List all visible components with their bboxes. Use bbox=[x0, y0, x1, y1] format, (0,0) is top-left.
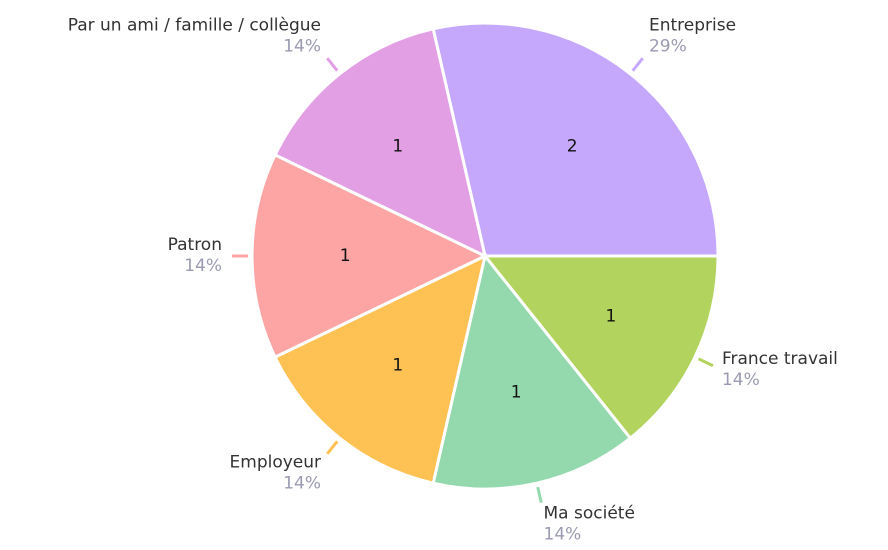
slice-percentage: 29% bbox=[649, 36, 687, 56]
slice-percentage: 14% bbox=[184, 256, 222, 276]
slice-count: 1 bbox=[606, 307, 617, 327]
slice-name: Ma société bbox=[544, 503, 635, 523]
pie-slice bbox=[431, 252, 633, 491]
slice-count: 1 bbox=[340, 246, 351, 266]
pie-slice bbox=[431, 21, 720, 258]
slice-count: 2 bbox=[567, 137, 578, 157]
slice-percentage: 14% bbox=[283, 36, 321, 56]
pie-slice bbox=[481, 254, 720, 441]
leader-line bbox=[631, 57, 644, 72]
slice-count: 1 bbox=[392, 355, 403, 375]
pie-slice bbox=[273, 27, 488, 259]
slice-percentage: 14% bbox=[722, 370, 760, 390]
slice-name: Employeur bbox=[230, 453, 322, 473]
slice-percentage: 14% bbox=[283, 474, 321, 494]
leader-line bbox=[326, 440, 339, 455]
slice-name: France travail bbox=[722, 349, 838, 369]
slice-count: 1 bbox=[392, 137, 403, 157]
slice-count: 1 bbox=[511, 382, 522, 402]
slice-name: Entreprise bbox=[649, 15, 736, 35]
slice-name: Par un ami / famille / collègue bbox=[68, 15, 321, 35]
slice-percentage: 14% bbox=[544, 524, 582, 544]
leader-line bbox=[536, 486, 543, 503]
pie-slice bbox=[250, 152, 489, 360]
slice-name: Patron bbox=[168, 235, 222, 255]
leader-line bbox=[697, 357, 714, 368]
pie-slice bbox=[273, 253, 488, 485]
leader-line bbox=[326, 57, 339, 72]
